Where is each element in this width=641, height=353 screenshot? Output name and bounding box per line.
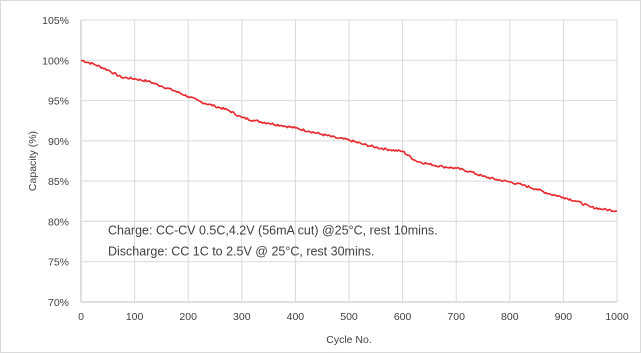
y-tick-label: 85% [48, 176, 69, 188]
annotation-charge: Charge: CC-CV 0.5C,4.2V (56mA cut) @25°C… [108, 223, 438, 237]
x-tick-label: 100 [126, 311, 144, 323]
x-tick-label: 800 [501, 311, 519, 323]
x-tick-label: 900 [555, 311, 573, 323]
y-tick-label: 100% [42, 55, 69, 67]
x-tick-label: 1000 [605, 311, 629, 323]
y-tick-label: 90% [48, 136, 69, 148]
annotation-discharge: Discharge: CC 1C to 2.5V @ 25°C, rest 30… [108, 244, 374, 258]
x-tick-label: 600 [394, 311, 412, 323]
x-tick-label: 700 [447, 311, 465, 323]
x-tick-label: 500 [340, 311, 358, 323]
x-axis-title: Cycle No. [326, 334, 372, 346]
x-tick-label: 0 [78, 311, 84, 323]
y-tick-label: 80% [48, 216, 69, 228]
y-axis-title: Capacity (%) [27, 131, 39, 191]
y-tick-label: 75% [48, 257, 69, 269]
x-tick-label: 400 [287, 311, 305, 323]
series-layer [80, 59, 618, 213]
y-tick-label: 95% [48, 96, 69, 108]
x-tick-label: 300 [233, 311, 251, 323]
x-tick-label: 200 [179, 311, 197, 323]
y-tick-label: 70% [48, 297, 69, 309]
tick-label-layer: 70% 75% 80% 85% 90% 95% 100% 105% 0 100 200 300 400 5… [42, 15, 629, 323]
y-tick-label: 105% [42, 15, 69, 27]
capacity-series-line [80, 59, 618, 213]
